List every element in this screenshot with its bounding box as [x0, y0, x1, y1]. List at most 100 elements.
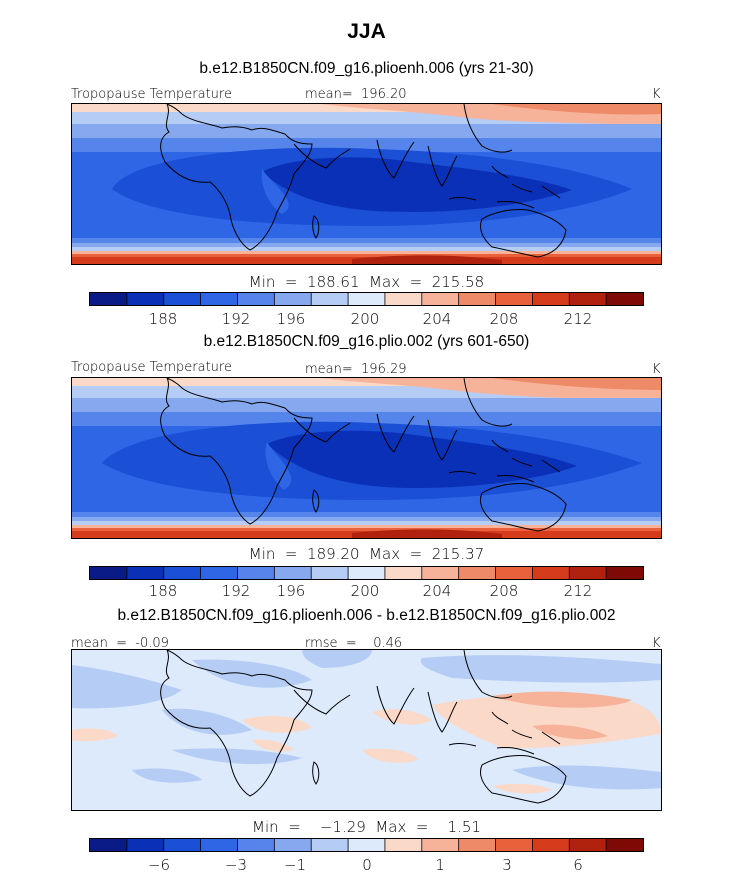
panel-1-title: b.e12.B1850CN.f09_g16.plioenh.006 (yrs 2…	[199, 60, 534, 77]
p2-coastlines	[160, 378, 567, 532]
p2-band	[267, 430, 577, 488]
colorbar-swatch	[495, 839, 533, 851]
panel-1-min-max: Min = 188.61 Max = 215.58	[248, 273, 485, 291]
panel-1-map-svg	[72, 104, 661, 264]
panel-3-cbar-tick: 1	[435, 856, 445, 874]
colorbar-swatch	[532, 567, 570, 579]
p1-band	[352, 255, 502, 264]
panel-2-variable-label: Tropopause Temperature	[71, 360, 232, 375]
panel-2-cbar-tick: 192	[221, 582, 251, 600]
panel-3-cbar-tick: −1	[283, 856, 307, 874]
p3-region	[72, 665, 182, 709]
p1-band	[72, 251, 661, 254]
colorbar-swatch	[163, 839, 202, 851]
colorbar-swatch	[532, 293, 570, 305]
p2-band	[72, 525, 661, 528]
colorbar-swatch	[274, 839, 312, 851]
colorbar-swatch	[348, 839, 386, 851]
panel-1-map	[71, 103, 662, 265]
p2-band	[492, 378, 661, 390]
panel-2-cbar-tick: 196	[276, 582, 306, 600]
panel-3-colorbar	[89, 838, 644, 852]
panel-1-cbar-tick: 212	[563, 310, 593, 328]
panel-1-cbar-tick: 204	[422, 310, 452, 328]
panel-3-cbar-tick: −3	[224, 856, 248, 874]
p1-coastlines	[160, 104, 567, 258]
p3-region	[252, 739, 294, 752]
p3-region	[492, 691, 632, 708]
colorbar-swatch	[384, 839, 423, 851]
panel-2-cbar-tick: 212	[563, 582, 593, 600]
colorbar-swatch	[237, 839, 275, 851]
colorbar-swatch	[200, 567, 238, 579]
panel-2-map-svg	[72, 378, 661, 538]
panel-3-cbar-tick: 6	[573, 856, 583, 874]
panel-3-min-max: Min = −1.29 Max = 1.51	[252, 818, 481, 836]
colorbar-swatch	[90, 839, 128, 851]
panel-2-mean-label: mean= 196.29	[305, 362, 407, 377]
colorbar-swatch	[606, 293, 643, 305]
colorbar-swatch	[126, 839, 165, 851]
panel-3-colorbar-svg	[90, 839, 643, 851]
panel-3-rmse-label: rmse = 0.46	[305, 636, 403, 651]
colorbar-swatch	[421, 839, 460, 851]
panel-2-cbar-tick: 200	[350, 582, 380, 600]
p3-region	[162, 708, 252, 735]
panel-3-units-label: K	[652, 636, 661, 651]
p2-band	[72, 528, 661, 531]
panel-1-units-label: K	[652, 87, 661, 102]
colorbar-swatch	[458, 567, 497, 579]
p2-band	[72, 412, 661, 426]
p1-band	[262, 157, 572, 212]
colorbar-swatch	[274, 293, 312, 305]
panel-3-map	[71, 649, 662, 811]
colorbar-swatch	[421, 567, 460, 579]
p3-region	[72, 728, 118, 742]
panel-1-cbar-tick: 188	[148, 310, 178, 328]
colorbar-swatch	[569, 567, 607, 579]
panel-3-cbar-tick: 3	[502, 856, 512, 874]
panel-3-cbar-tick: −6	[147, 856, 171, 874]
colorbar-swatch	[495, 293, 533, 305]
panel-3-title: b.e12.B1850CN.f09_g16.plioenh.006 - b.e1…	[117, 607, 616, 624]
colorbar-swatch	[311, 839, 349, 851]
colorbar-swatch	[126, 293, 165, 305]
p3-region	[172, 748, 302, 765]
p3-region	[532, 724, 608, 740]
colorbar-swatch	[421, 293, 460, 305]
colorbar-swatch	[163, 567, 202, 579]
p1-band	[492, 104, 661, 115]
panel-2-map	[71, 377, 662, 539]
panel-1-cbar-tick: 208	[489, 310, 519, 328]
panel-3-mean-label: mean = -0.09	[71, 636, 169, 651]
colorbar-swatch	[237, 293, 275, 305]
p3-region	[302, 650, 372, 668]
panel-1-mean-label: mean= 196.20	[305, 87, 407, 102]
colorbar-swatch	[126, 567, 165, 579]
p2-band	[72, 517, 661, 521]
colorbar-swatch	[90, 567, 128, 579]
colorbar-swatch	[311, 293, 349, 305]
p2-band	[72, 398, 661, 412]
p1-band	[72, 124, 661, 138]
panel-2-cbar-tick: 208	[489, 582, 519, 600]
panel-3-cbar-tick: 0	[362, 856, 372, 874]
p3-region	[420, 655, 661, 683]
panel-1-colorbar-svg	[90, 293, 643, 305]
p3-region	[132, 768, 202, 783]
p3-region	[372, 709, 432, 725]
colorbar-swatch	[311, 567, 349, 579]
figure-title: JJA	[347, 20, 386, 43]
panel-2-cbar-tick: 188	[148, 582, 178, 600]
colorbar-swatch	[606, 839, 643, 851]
colorbar-swatch	[532, 839, 570, 851]
colorbar-swatch	[569, 293, 607, 305]
panel-1-variable-label: Tropopause Temperature	[71, 87, 232, 102]
p2-band	[72, 521, 661, 525]
colorbar-swatch	[200, 293, 238, 305]
colorbar-swatch	[569, 839, 607, 851]
colorbar-swatch	[163, 293, 202, 305]
panel-1-colorbar	[89, 292, 644, 306]
panel-2-colorbar	[89, 566, 644, 580]
colorbar-swatch	[495, 567, 533, 579]
